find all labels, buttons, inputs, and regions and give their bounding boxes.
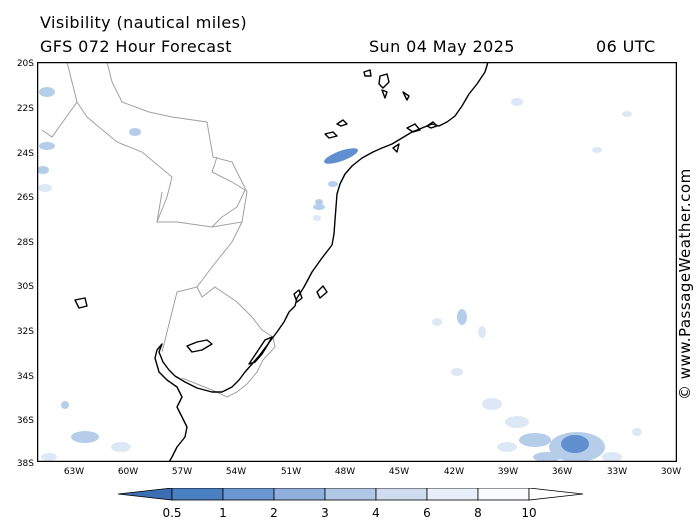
lon-label: 45W	[389, 467, 409, 477]
lat-label: 22S	[17, 104, 34, 114]
legend-arrow-left	[118, 488, 173, 501]
legend-cell	[171, 488, 224, 501]
lon-label: 42W	[444, 467, 464, 477]
lon-label: 63W	[64, 467, 84, 477]
lat-label: 32S	[17, 327, 34, 337]
lon-label: 36W	[552, 467, 572, 477]
lon-label: 60W	[118, 467, 138, 477]
lon-label: 48W	[335, 467, 355, 477]
lat-label: 30S	[17, 282, 34, 292]
forecast-date: Sun 04 May 2025	[369, 37, 515, 56]
lon-label: 30W	[661, 467, 681, 477]
legend-cell	[426, 488, 479, 501]
legend-label: 10	[521, 506, 536, 520]
lon-label: 33W	[607, 467, 627, 477]
visibility-legend: 0.5 1 2 3 4 6 8 10	[118, 488, 584, 520]
coastline	[74, 62, 489, 462]
lon-label: 57W	[172, 467, 192, 477]
map-frame	[37, 62, 677, 462]
legend-cell	[477, 488, 530, 501]
legend-label: 1	[219, 506, 227, 520]
forecast-time: 06 UTC	[596, 37, 656, 56]
legend-label: 6	[423, 506, 431, 520]
lat-label: 26S	[17, 193, 34, 203]
credit-text: © www.PassageWeather.com	[676, 168, 694, 400]
lon-label: 51W	[281, 467, 301, 477]
legend-arrow-right	[528, 488, 584, 501]
longitude-axis: 63W 60W 57W 54W 51W 48W 45W 42W 39W 36W …	[64, 467, 681, 477]
lat-label: 20S	[17, 59, 34, 69]
legend-labels: 0.5 1 2 3 4 6 8 10	[162, 506, 536, 520]
lon-label: 54W	[226, 467, 246, 477]
map-title: Visibility (nautical miles)	[40, 13, 248, 32]
legend-label: 3	[321, 506, 329, 520]
legend-label: 4	[372, 506, 380, 520]
legend-label: 0.5	[162, 506, 181, 520]
latitude-axis: 20S 22S 24S 26S 28S 30S 32S 34S 36S 38S	[17, 59, 34, 469]
visibility-map	[37, 62, 677, 462]
lat-label: 36S	[17, 416, 34, 426]
legend-cell	[222, 488, 275, 501]
lat-label: 38S	[17, 459, 34, 469]
lat-label: 28S	[17, 238, 34, 248]
legend-cells	[118, 488, 584, 501]
lat-label: 24S	[17, 149, 34, 159]
legend-cell	[273, 488, 326, 501]
legend-cell	[375, 488, 428, 501]
legend-label: 8	[474, 506, 482, 520]
legend-cell	[324, 488, 377, 501]
legend-label: 2	[270, 506, 278, 520]
lon-label: 39W	[498, 467, 518, 477]
forecast-model: GFS 072 Hour Forecast	[40, 37, 232, 56]
visibility-patches	[37, 87, 642, 462]
lat-label: 34S	[17, 372, 34, 382]
